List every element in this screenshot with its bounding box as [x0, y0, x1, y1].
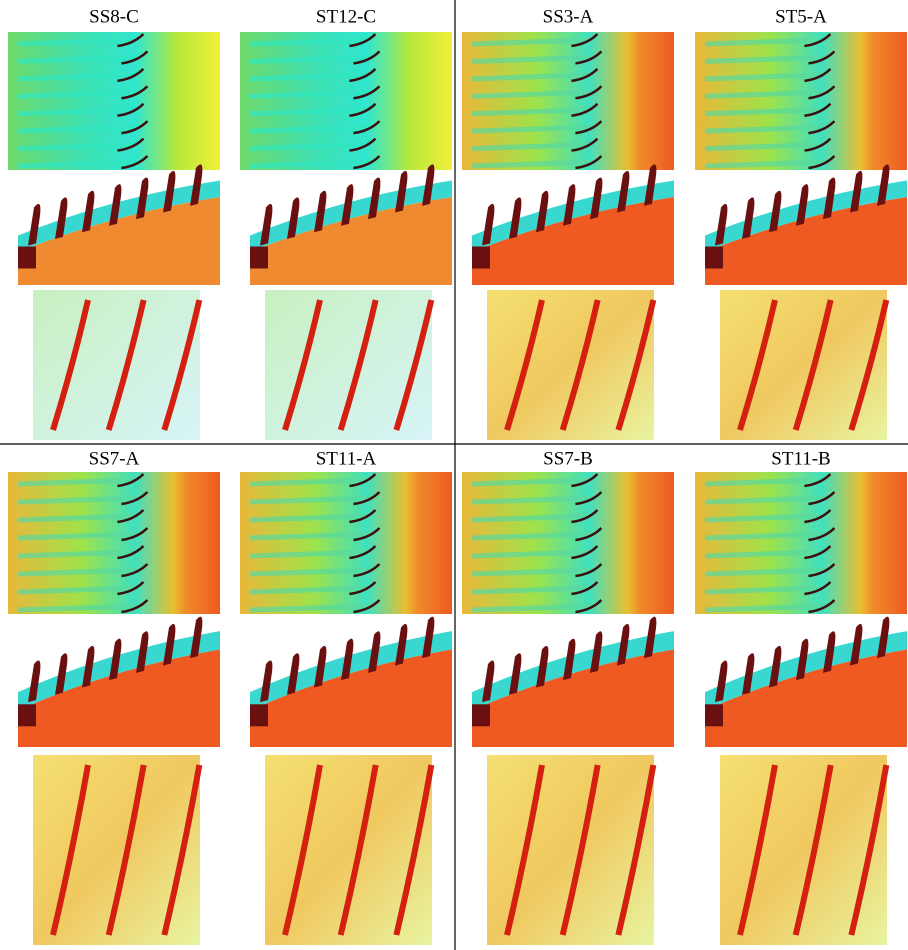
blade-root [250, 704, 268, 726]
panel: ST5-A [695, 6, 907, 440]
panel: SS7-B [462, 448, 674, 945]
panel: ST11-B [695, 448, 907, 945]
panel-label: ST11-B [771, 448, 830, 469]
panel-label: SS3-A [543, 6, 594, 27]
panel-label: ST5-A [775, 6, 827, 27]
blade-root [472, 247, 490, 269]
panel-label: SS7-A [89, 448, 140, 469]
figure: SS8-C ST12-C SS3-A ST5-A SS7-A ST11-A SS7-B ST1… [0, 0, 908, 950]
panel: SS8-C [8, 6, 220, 440]
panel-label: SS8-C [89, 6, 139, 27]
blade-root [705, 704, 723, 726]
blade-root [250, 247, 268, 269]
panel-label: ST11-A [316, 448, 377, 469]
blade-root [18, 247, 36, 269]
panel-label: ST12-C [316, 6, 376, 27]
blade-root [18, 704, 36, 726]
panel: SS3-A [462, 6, 674, 440]
blade-root [705, 247, 723, 269]
blade-root [472, 704, 490, 726]
panel: ST11-A [240, 448, 452, 945]
panel: SS7-A [8, 448, 220, 945]
panel-label: SS7-B [543, 448, 593, 469]
panel: ST12-C [240, 6, 452, 440]
